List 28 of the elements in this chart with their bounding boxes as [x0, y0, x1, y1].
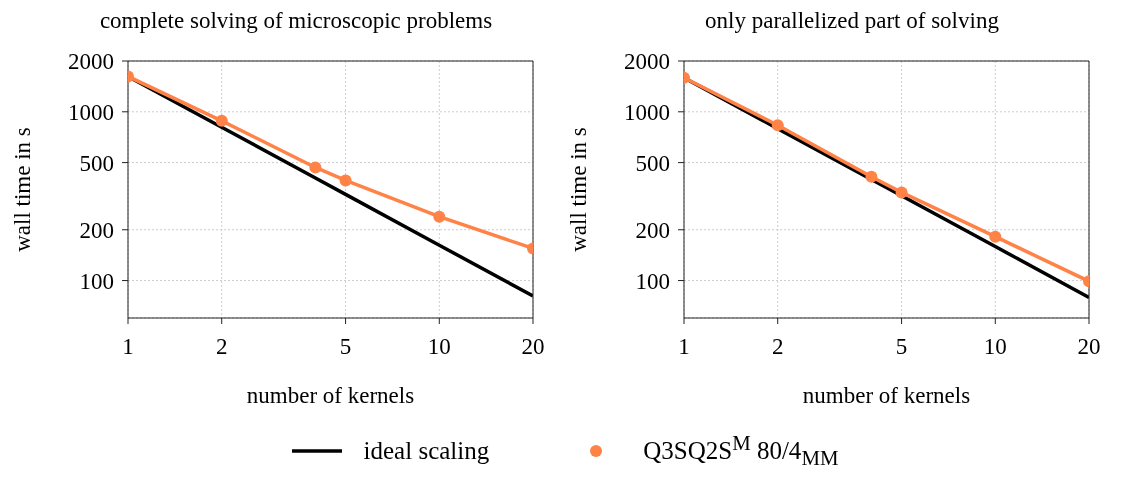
- legend-label: ideal scaling: [363, 437, 490, 466]
- x-axis-title: number of kernels: [802, 383, 971, 408]
- chart-title: only parallelized part of solving: [704, 8, 1000, 35]
- x-tick-label: 2: [215, 334, 228, 360]
- chart-title: complete solving of microscopic problems: [98, 8, 494, 35]
- y-axis-title: wall time in s: [10, 127, 36, 252]
- y-tick-label: 100: [79, 268, 114, 294]
- y-tick-label: 2000: [624, 49, 670, 75]
- y-tick-label: 100: [635, 268, 670, 294]
- x-tick-label: 20: [521, 334, 545, 360]
- x-tick-label: 10: [983, 334, 1007, 360]
- y-tick-label: 1000: [624, 99, 670, 125]
- x-axis-title: number of kernels: [246, 383, 415, 408]
- y-tick-label: 1000: [68, 99, 114, 125]
- y-tick-label: 2000: [68, 49, 114, 75]
- x-tick-label: 5: [895, 334, 908, 360]
- y-tick-label: 500: [635, 150, 670, 176]
- y-tick-label: 200: [635, 217, 670, 243]
- x-tick-label: 20: [1077, 334, 1101, 360]
- legend-label: Q3SQ2S$^{M}$ 80/4$_{MM}$: [643, 431, 839, 472]
- x-tick-label: 10: [427, 334, 451, 360]
- y-tick-label: 200: [79, 217, 114, 243]
- x-tick-label: 5: [339, 334, 352, 360]
- y-tick-label: 500: [79, 150, 114, 176]
- x-tick-label: 1: [122, 334, 134, 360]
- x-tick-label: 2: [771, 334, 784, 360]
- y-axis-title: wall time in s: [566, 127, 592, 252]
- x-tick-label: 1: [678, 334, 690, 360]
